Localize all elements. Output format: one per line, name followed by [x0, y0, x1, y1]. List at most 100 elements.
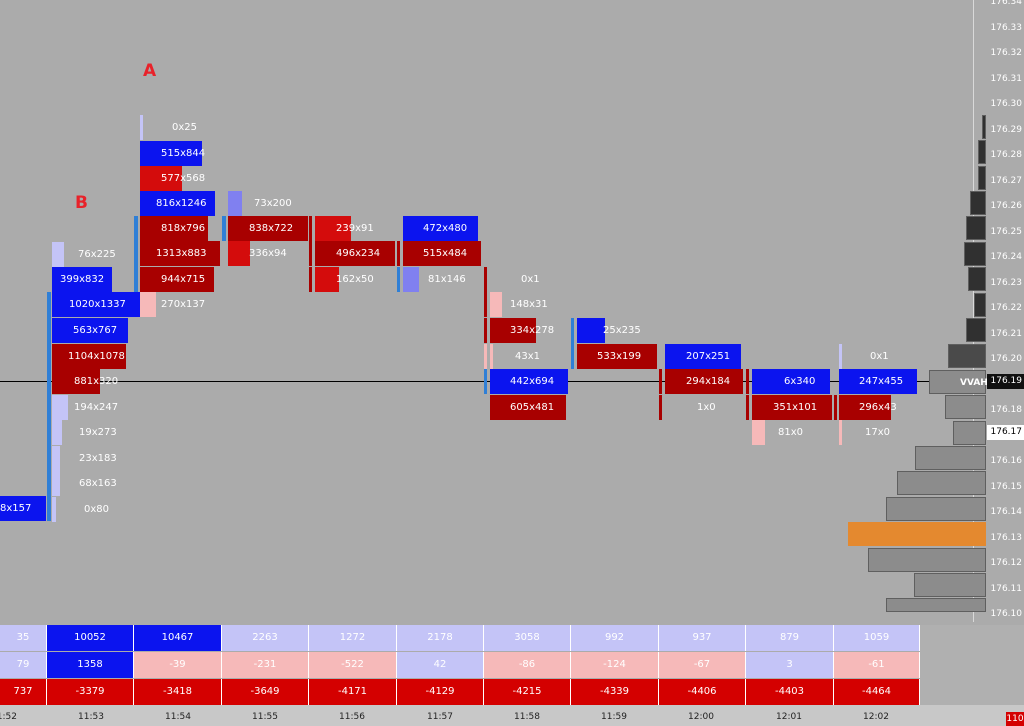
- footprint-label: 351x101: [773, 402, 818, 413]
- footprint-cell: [140, 241, 220, 266]
- time-label: 11:53: [78, 712, 104, 722]
- volume-tick-bar: [222, 216, 226, 241]
- time-label: 11:58: [514, 712, 540, 722]
- footprint-cell: [484, 318, 487, 343]
- profile-bar: [966, 318, 986, 342]
- stats-cell: -124: [571, 652, 659, 678]
- footprint-label: 19x273: [79, 427, 117, 438]
- price-label: 176.10: [990, 609, 1023, 619]
- stats-cell: -4215: [484, 679, 571, 705]
- footprint-label: 207x251: [686, 351, 731, 362]
- footprint-cell: [490, 369, 568, 394]
- footprint-label: 472x480: [423, 223, 468, 234]
- price-label: 176.26: [990, 201, 1023, 211]
- footprint-label: 0x25: [172, 122, 198, 133]
- footprint-label: 148x31: [510, 299, 548, 310]
- footprint-label: 25x235: [603, 325, 641, 336]
- footprint-cell: [752, 395, 832, 420]
- footprint-cell: [490, 344, 493, 369]
- footprint-label: 73x200: [254, 198, 292, 209]
- stats-cell: 2263: [222, 625, 309, 651]
- footprint-label: 838x722: [249, 223, 294, 234]
- footprint-cell: [140, 166, 182, 191]
- footprint-label: 247x455: [859, 376, 904, 387]
- footprint-cell: [52, 420, 62, 445]
- price-label: 176.33: [990, 22, 1023, 33]
- footprint-cell: [659, 395, 662, 420]
- footprint-cell: [403, 267, 419, 292]
- footprint-cell: [577, 318, 605, 343]
- profile-bar: [868, 548, 986, 572]
- stats-cell: 10052: [47, 625, 134, 651]
- footprint-cell: [752, 369, 830, 394]
- footprint-cell: [228, 241, 250, 266]
- time-label: 11:57: [427, 712, 453, 722]
- stats-cell: -86: [484, 652, 571, 678]
- volume-tick-bar: [571, 318, 574, 369]
- stats-cell: -4171: [309, 679, 397, 705]
- time-label: 11:56: [339, 712, 365, 722]
- stats-filler: [920, 625, 1024, 705]
- annotation-b: B: [75, 193, 88, 213]
- footprint-cell: [309, 267, 312, 292]
- footprint-cell: [403, 241, 481, 266]
- footprint-cell: [140, 216, 208, 241]
- time-label: 11:55: [252, 712, 278, 722]
- stats-cell: -522: [309, 652, 397, 678]
- stats-cell: 879: [746, 625, 834, 651]
- price-label: 176.13: [990, 532, 1023, 543]
- stats-cell: -231: [222, 652, 309, 678]
- vvah-price-badge: 176.17: [987, 425, 1024, 440]
- footprint-cell: [52, 242, 64, 267]
- profile-bar: [948, 344, 986, 368]
- stats-cell: -3418: [134, 679, 222, 705]
- stats-cell: -3379: [47, 679, 134, 705]
- footprint-cell: [839, 420, 842, 445]
- profile-bar: [929, 370, 986, 394]
- footprint-cell: [52, 471, 60, 496]
- stats-cell: 3: [746, 652, 834, 678]
- profile-bar: [970, 191, 986, 215]
- footprint-label: 162x50: [336, 274, 374, 285]
- price-label: 176.16: [990, 456, 1023, 466]
- footprint-label: 605x481: [510, 402, 555, 413]
- footprint-cell: [839, 369, 917, 394]
- price-label: 176.14: [990, 507, 1023, 517]
- price-label: 176.20: [990, 354, 1023, 364]
- footprint-cell: [315, 216, 351, 241]
- footprint-label: 818x796: [161, 223, 206, 234]
- footprint-label: 8x157: [0, 503, 32, 514]
- time-axis[interactable]: [0, 705, 1024, 726]
- stats-cell: -4464: [834, 679, 920, 705]
- footprint-cell: [490, 318, 536, 343]
- footprint-cell: [52, 395, 68, 420]
- footprint-cell: [140, 267, 214, 292]
- footprint-cell: [839, 395, 891, 420]
- footprint-cell: [140, 191, 215, 216]
- footprint-cell: [309, 241, 312, 266]
- footprint-label: 81x146: [428, 274, 466, 285]
- price-axis-separator: [973, 0, 974, 622]
- footprint-cell: [490, 395, 566, 420]
- profile-bar: [945, 395, 986, 419]
- time-label: 11:59: [601, 712, 627, 722]
- footprint-label: 239x91: [336, 223, 374, 234]
- profile-poc-bar: [848, 522, 986, 546]
- price-label: 176.31: [990, 73, 1023, 84]
- stats-cell: 1272: [309, 625, 397, 651]
- footprint-label: 1020x1337: [69, 299, 126, 310]
- time-label: 12:02: [863, 712, 889, 722]
- profile-bar: [897, 471, 986, 495]
- profile-bar: [953, 421, 986, 445]
- footprint-cell: [484, 267, 487, 292]
- footprint-cell: [309, 216, 312, 241]
- profile-bar: [978, 140, 986, 164]
- profile-bar: [968, 267, 986, 291]
- footprint-cell: [484, 292, 487, 317]
- footprint-cell: [52, 292, 148, 317]
- vvah-label: VVAH: [960, 378, 988, 388]
- footprint-cell: [228, 191, 242, 216]
- stats-cell: -39: [134, 652, 222, 678]
- footprint-label: 334x278: [510, 325, 555, 336]
